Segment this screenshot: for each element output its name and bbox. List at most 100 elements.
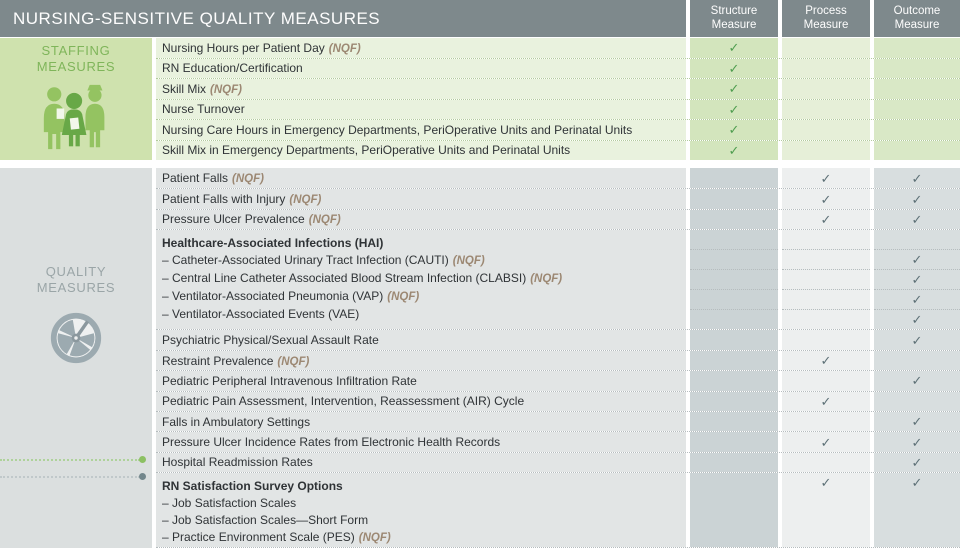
check-subcell: ✓ — [874, 168, 960, 188]
check-subcell: ✓ — [874, 249, 960, 269]
check-subcell — [782, 371, 870, 390]
row-text-cell: Nursing Hours per Patient Day (NQF) — [156, 38, 686, 58]
check-subcell — [782, 510, 870, 529]
row-text-cell: Nursing Care Hours in Emergency Departme… — [156, 120, 686, 140]
check-subcell: ✓ — [874, 371, 960, 390]
check-cell-p — [782, 452, 870, 473]
check-cell-o — [874, 99, 960, 119]
checkmark-icon: ✓ — [728, 40, 740, 56]
check-subcell: ✓ — [782, 189, 870, 208]
check-subcell: ✓ — [874, 473, 960, 492]
check-subcell — [690, 529, 778, 548]
check-subcell — [782, 38, 870, 58]
check-cell-o: ✓ — [874, 371, 960, 391]
check-cell-o: ✓ — [874, 189, 960, 209]
check-subcell — [690, 289, 778, 309]
check-cell-p: ✓ — [782, 189, 870, 209]
check-subcell — [874, 529, 960, 548]
table-row: Pediatric Pain Assessment, Intervention,… — [156, 390, 960, 411]
measure-label: – Practice Environment Scale (PES) (NQF) — [162, 530, 391, 545]
quality-section: QUALITY MEASURES Patient Falls (NQF) ✓ ✓ Pat… — [0, 168, 960, 548]
table-row: Nursing Care Hours in Emergency Departme… — [156, 119, 960, 140]
measure-label: Falls in Ambulatory Settings — [162, 414, 311, 429]
gauge-icon — [47, 309, 105, 367]
check-subcell — [782, 230, 870, 249]
check-cell-o: ✓ — [874, 411, 960, 432]
checkmark-icon: ✓ — [911, 332, 923, 348]
row-text-cell: RN Education/Certification — [156, 58, 686, 78]
check-cell-s: ✓ — [690, 140, 778, 160]
check-subcell: ✓ — [874, 210, 960, 229]
check-cell-p — [782, 58, 870, 79]
check-cell-s: ✓ — [690, 79, 778, 99]
measure-label: Skill Mix (NQF) — [162, 81, 242, 96]
check-cell-s — [690, 411, 778, 432]
check-subcell — [782, 492, 870, 511]
check-cell-s — [690, 189, 778, 209]
checkmark-icon: ✓ — [728, 142, 740, 158]
nqf-tag: (NQF) — [308, 214, 341, 227]
check-subcell — [782, 289, 870, 309]
staffing-panel: STAFFING MEASURES — [0, 38, 152, 160]
row-text-cell: Skill Mix (NQF) — [156, 79, 686, 99]
check-subcell — [690, 392, 778, 411]
check-subcell — [782, 141, 870, 161]
check-subcell — [874, 141, 960, 161]
check-cell-o: ✓ — [874, 432, 960, 452]
check-cell-o — [874, 350, 960, 371]
check-cell-o — [874, 140, 960, 161]
nqf-tag: (NQF) — [277, 355, 310, 368]
check-subcell — [874, 510, 960, 529]
check-subcell — [782, 529, 870, 548]
check-subcell — [690, 210, 778, 229]
check-cell-p — [782, 371, 870, 391]
measure-label: Skill Mix in Emergency Departments, Peri… — [162, 143, 571, 158]
check-cell-o: ✓ — [874, 452, 960, 473]
check-subcell: ✓ — [690, 59, 778, 79]
check-cell-p — [782, 120, 870, 140]
check-subcell — [782, 269, 870, 289]
measure-label: – Job Satisfaction Scales — [162, 496, 297, 511]
measure-label: Nurse Turnover — [162, 102, 245, 117]
measure-label: Pediatric Peripheral Intravenous Infiltr… — [162, 373, 417, 388]
check-cell-o — [874, 38, 960, 58]
row-text-cell: Skill Mix in Emergency Departments, Peri… — [156, 140, 686, 160]
check-cell-o: ✓ ✓ ✓ ✓ — [874, 230, 960, 330]
row-text-cell: Pediatric Pain Assessment, Intervention,… — [156, 391, 686, 411]
table-row: Skill Mix in Emergency Departments, Peri… — [156, 139, 960, 161]
check-subcell — [782, 100, 870, 120]
check-subcell — [874, 392, 960, 411]
checkmark-icon: ✓ — [728, 101, 740, 117]
check-cell-s — [690, 473, 778, 548]
check-cell-p — [782, 230, 870, 330]
check-cell-s: ✓ — [690, 58, 778, 79]
staffing-rows: Nursing Hours per Patient Day (NQF) ✓ RN Ed… — [156, 38, 960, 160]
check-subcell — [782, 412, 870, 431]
checkmark-icon: ✓ — [911, 312, 923, 328]
check-cell-s — [690, 350, 778, 371]
check-subcell — [782, 120, 870, 140]
check-subcell — [690, 249, 778, 269]
nqf-tag: (NQF) — [452, 255, 485, 268]
check-cell-o — [874, 120, 960, 140]
checkmark-icon: ✓ — [911, 414, 923, 430]
check-subcell: ✓ — [782, 168, 870, 188]
check-subcell — [782, 59, 870, 79]
measure-label: Nursing Care Hours in Emergency Departme… — [162, 122, 633, 137]
nqf-tag: (NQF) — [530, 273, 563, 286]
check-subcell — [690, 309, 778, 329]
check-subcell: ✓ — [690, 120, 778, 140]
nqf-tag: (NQF) — [232, 173, 264, 186]
check-cell-o: ✓ — [874, 168, 960, 189]
table-row: Healthcare-Associated Infections (HAI) – … — [156, 229, 960, 330]
checkmark-icon: ✓ — [911, 454, 923, 470]
check-cell-s — [690, 209, 778, 230]
checkmark-icon: ✓ — [820, 474, 832, 490]
row-text-cell: RN Satisfaction Survey Options – Job Sati… — [156, 473, 686, 548]
check-cell-o — [874, 79, 960, 99]
table-row: RN Satisfaction Survey Options – Job Sati… — [156, 472, 960, 548]
check-cell-o: ✓ — [874, 209, 960, 230]
check-subcell — [874, 230, 960, 249]
check-cell-o: ✓ — [874, 473, 960, 548]
checkmark-icon: ✓ — [911, 292, 923, 308]
